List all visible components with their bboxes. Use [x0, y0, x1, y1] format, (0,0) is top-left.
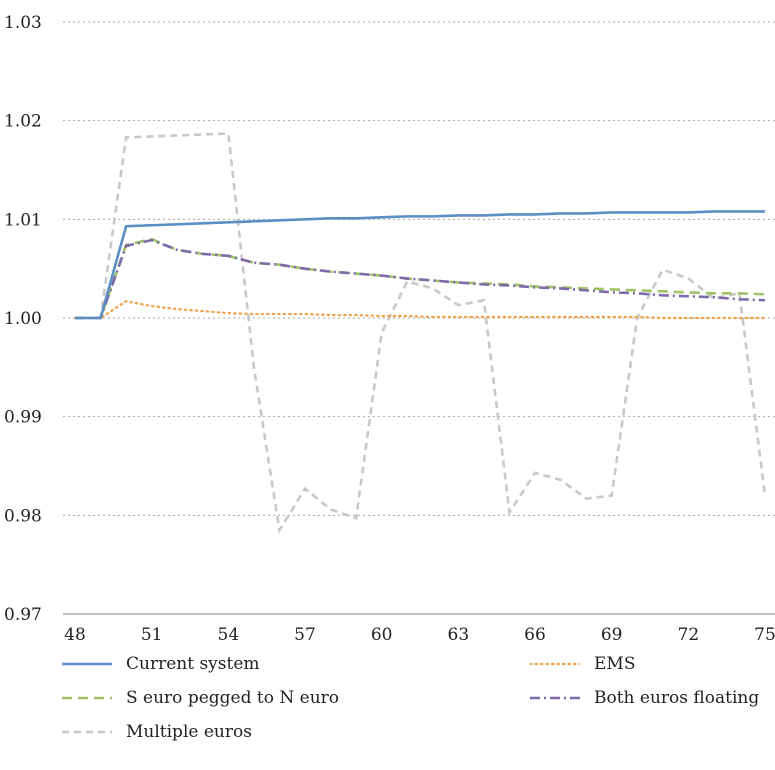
series-line-ems	[73, 300, 767, 320]
y-tick-label: 1.00	[4, 309, 42, 329]
legend-swatch	[62, 730, 112, 734]
legend-item: S euro pegged to N euro	[62, 686, 339, 710]
series-line-multiple-euros	[75, 132, 767, 534]
line-chart: 0.97 0.98 0.99 1.00 1.01 1.02 1.03 48 51 54 57 60 63…	[4, 13, 775, 645]
legend-item: Current system	[62, 652, 260, 676]
x-tick-label: 57	[294, 625, 316, 640]
legend-item: Multiple euros	[62, 720, 252, 744]
legend-swatch	[62, 696, 112, 700]
legend-swatch	[530, 696, 580, 700]
x-tick-label: 72	[678, 625, 700, 640]
x-tick-label: 48	[64, 625, 86, 640]
legend-item: Both euros floating	[530, 686, 759, 710]
y-tick-label: 1.02	[4, 112, 42, 132]
x-tick-label: 60	[371, 625, 393, 640]
x-tick-label: 51	[141, 625, 163, 640]
series-line-current-system	[75, 210, 765, 320]
legend-swatch	[530, 662, 580, 666]
legend-label: Current system	[126, 654, 260, 674]
legend-label: S euro pegged to N euro	[126, 688, 339, 708]
y-tick-label: 0.98	[4, 506, 42, 526]
y-tick-label: 1.03	[4, 13, 42, 33]
legend-label: Multiple euros	[126, 722, 252, 742]
x-tick-label: 75	[754, 625, 775, 640]
legend: Current system EMS S euro pegged to N euro…	[0, 640, 775, 770]
x-tick-label: 66	[524, 625, 546, 640]
legend-item: EMS	[530, 652, 635, 676]
legend-swatch	[62, 662, 112, 666]
legend-label: EMS	[594, 654, 636, 674]
y-tick-label: 0.99	[4, 408, 42, 428]
series-line-both-euros-floating	[75, 238, 766, 320]
x-tick-label: 69	[601, 625, 623, 640]
x-tick-label: 63	[448, 625, 470, 640]
y-tick-label: 1.01	[4, 210, 42, 230]
y-tick-label: 0.97	[4, 605, 42, 625]
x-tick-label: 54	[218, 625, 240, 640]
legend-label: Both euros floating	[594, 688, 760, 708]
